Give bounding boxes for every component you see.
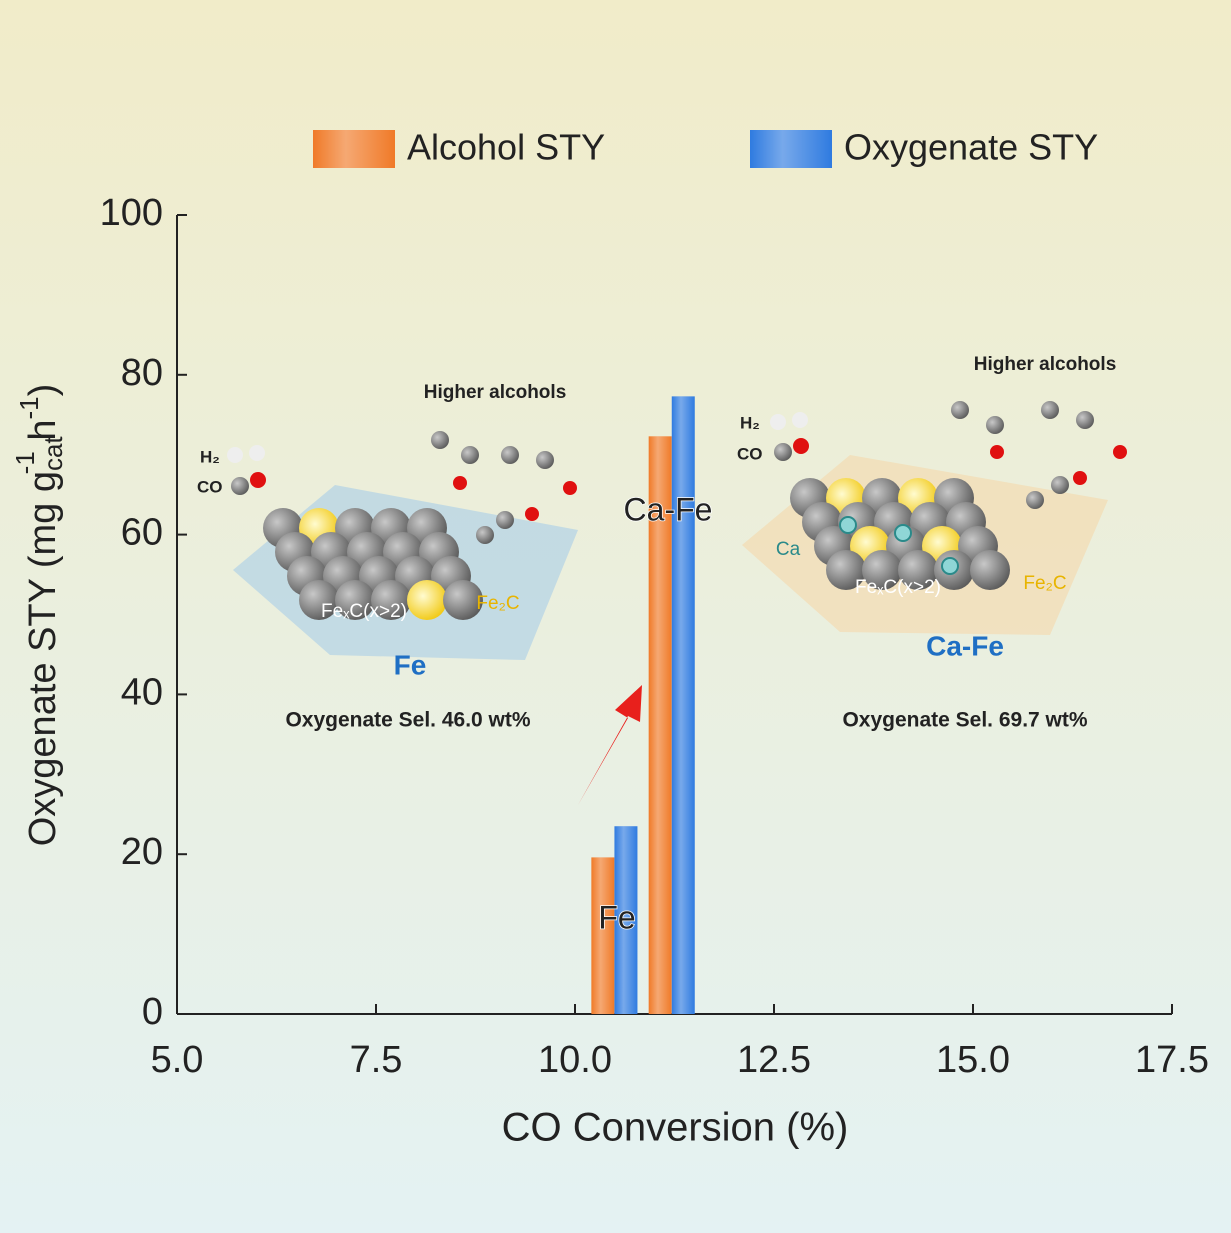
atom [986,416,1004,434]
atom [476,526,494,544]
x-tick-label: 17.5 [1135,1039,1209,1081]
atom [563,481,577,495]
atom [793,438,809,454]
inset-products: Higher alcohols [424,382,567,403]
atom [774,443,792,461]
y-tick-label: 80 [121,352,163,394]
x-axis-label: CO Conversion (%) [502,1106,849,1150]
y-label-part: -1 [14,396,44,419]
atom [227,447,243,463]
atom [461,446,479,464]
y-label-part: ) [22,384,64,397]
inset-phase: Fe₂C [1023,573,1066,594]
y-tick-label: 60 [121,512,163,554]
y-label-part: h [22,420,64,452]
atom [990,445,1004,459]
ca-atom [840,517,856,533]
atom [1073,471,1087,485]
x-tick-label: 10.0 [538,1039,612,1081]
inset-selectivity: Oxygenate Sel. 69.7 wt% [842,709,1087,732]
atom [231,477,249,495]
atom [250,472,266,488]
bar-shine [672,396,695,1014]
y-label-part: Oxygenate STY (mg g [22,471,64,846]
inset-h2: H₂ [200,447,220,466]
ca-atom [942,558,958,574]
legend-shine [313,130,395,168]
bar-label: Fe [598,899,635,935]
atom [970,550,1010,590]
x-tick-label: 5.0 [151,1039,204,1081]
y-tick-label: 40 [121,671,163,713]
atom [792,412,808,428]
inset-selectivity: Oxygenate Sel. 46.0 wt% [285,709,530,732]
ca-atom [895,525,911,541]
atom [496,511,514,529]
y-label-part: -1 [10,451,40,474]
bar-shine [591,857,614,1014]
inset-phase: FeₓC(x>2) [321,601,407,622]
inset-co: CO [737,444,763,463]
inset-products: Higher alcohols [974,354,1117,375]
y-tick-label: 0 [142,991,163,1033]
atom [249,445,265,461]
y-tick-label: 100 [100,192,163,234]
atom [407,580,447,620]
atom [1041,401,1059,419]
atom [1051,476,1069,494]
bar-label: Ca-Fe [624,491,713,527]
atom [536,451,554,469]
atom [770,414,786,430]
legend-label: Alcohol STY [407,127,605,168]
chart: CO Conversion (%) Oxygenate STY (mg gcat… [0,0,1231,1233]
inset-h2: H₂ [740,413,760,432]
page: CO Conversion (%) Oxygenate STY (mg gcat… [0,0,1231,1233]
inset-promoter: Ca [776,539,801,560]
x-tick-label: 12.5 [737,1039,811,1081]
x-tick-label: 7.5 [350,1039,403,1081]
atom [453,476,467,490]
atom [1076,411,1094,429]
legend-shine [750,130,832,168]
inset-co: CO [197,477,223,496]
inset-phase: FeₓC(x>2) [855,577,941,598]
legend-label: Oxygenate STY [844,127,1098,168]
x-tick-label: 15.0 [936,1039,1010,1081]
atom [1026,491,1044,509]
inset-catalyst: Ca-Fe [926,630,1004,661]
atom [431,431,449,449]
atom [525,507,539,521]
atom [1113,445,1127,459]
atom [951,401,969,419]
atom [501,446,519,464]
inset-phase: Fe₂C [476,593,519,614]
inset-catalyst: Fe [394,649,427,680]
y-tick-label: 20 [121,831,163,873]
